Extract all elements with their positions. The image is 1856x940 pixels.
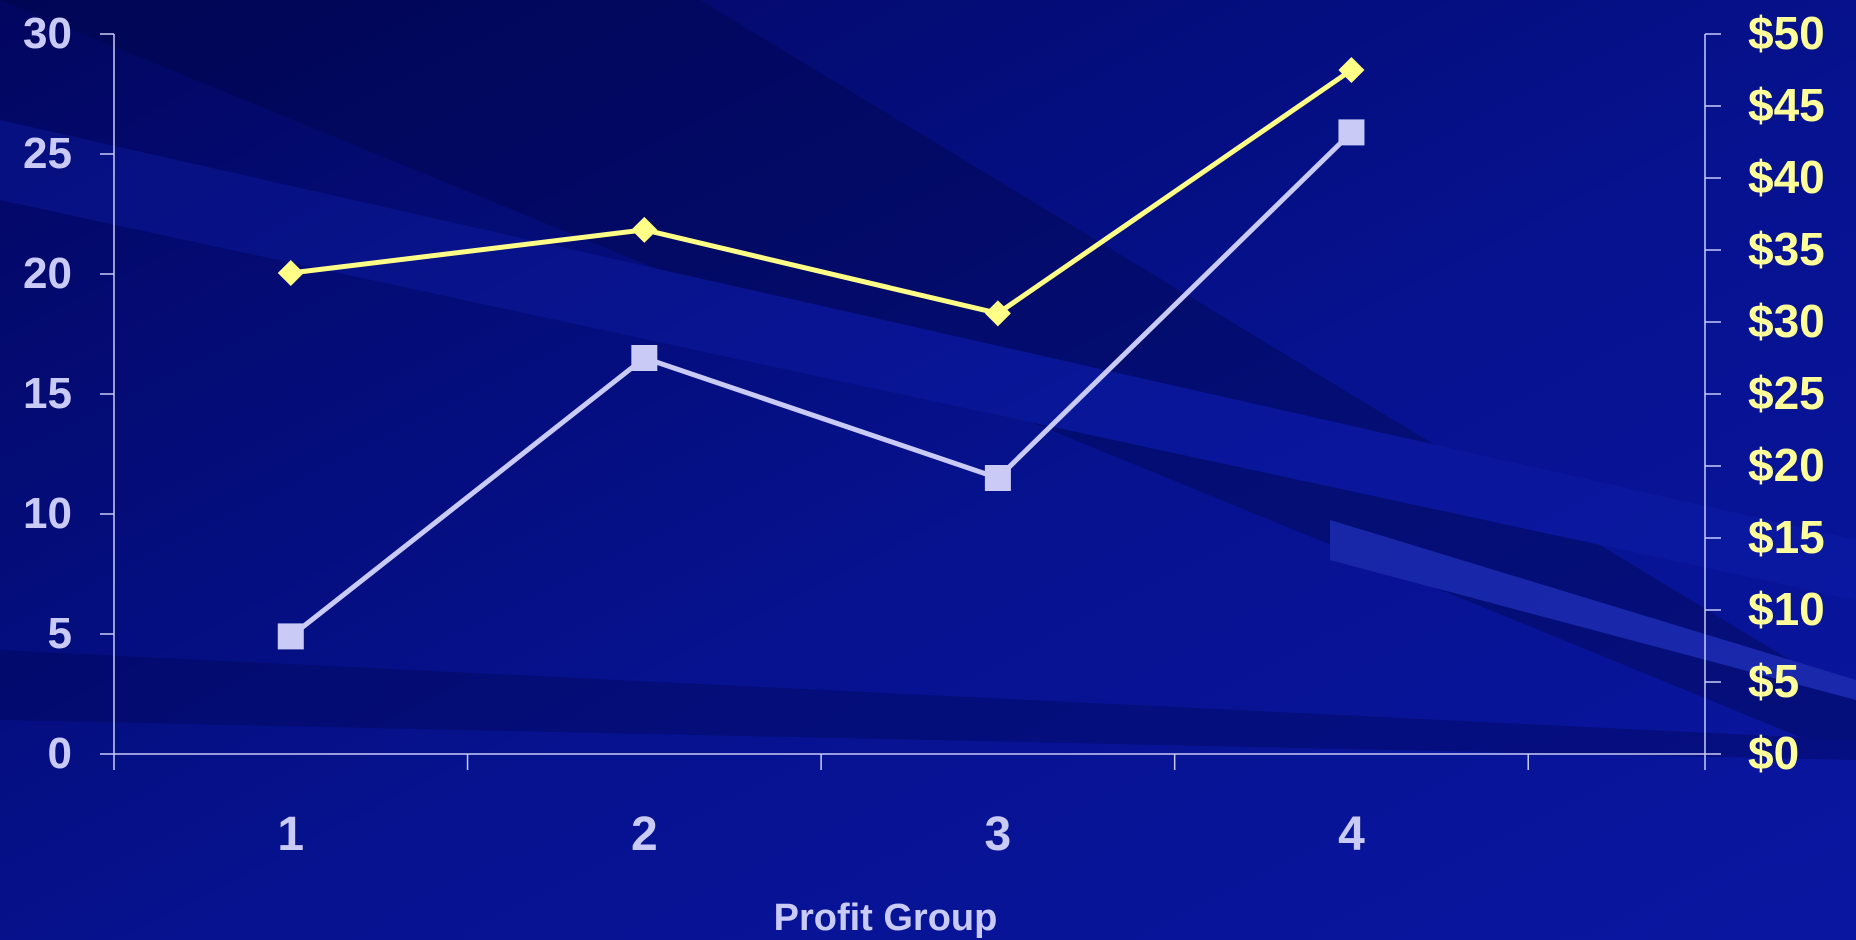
y-right-tick-label: $0 (1748, 727, 1799, 779)
y-left-tick-label: 5 (48, 609, 72, 658)
y-right-tick-label: $30 (1748, 295, 1825, 347)
x-tick-label: 1 (277, 808, 304, 861)
y-right-tick-label: $15 (1748, 511, 1825, 563)
x-tick-label: 4 (1338, 808, 1365, 861)
y-right-tick-label: $20 (1748, 439, 1825, 491)
series-line-1 (289, 130, 1354, 639)
series-1-point (984, 465, 1011, 491)
y-left-tick-label: 20 (23, 249, 72, 298)
y-left-tick-label: 15 (23, 369, 72, 418)
y-right-tick-label: $25 (1748, 367, 1825, 419)
x-tick-label: 2 (631, 808, 658, 861)
y-right-tick-label: $10 (1748, 583, 1825, 635)
x-tick-label: 3 (985, 808, 1012, 861)
series-1-point (277, 623, 304, 650)
y-left-tick-label: 10 (23, 489, 72, 538)
series-2-point (984, 300, 1011, 327)
series-2-point (277, 260, 304, 287)
series-line-2 (290, 67, 1353, 316)
y-left-tick-label: 0 (48, 729, 72, 778)
series-1-point (631, 345, 658, 371)
y-left-tick-label: 30 (23, 9, 72, 58)
y-right-tick-label: $35 (1748, 223, 1825, 275)
y-right-tick-label: $40 (1748, 151, 1825, 203)
y-right-tick-label: $5 (1748, 655, 1799, 707)
x-axis-title: Profit Group (774, 897, 998, 939)
y-left-tick-label: 25 (23, 129, 72, 178)
background-rays (0, 0, 1856, 760)
y-right-tick-label: $45 (1748, 79, 1825, 131)
y-right-tick-label: $50 (1748, 7, 1825, 59)
series-2-point (1338, 57, 1365, 83)
series-1-point (1338, 119, 1365, 146)
series-2-point (631, 216, 658, 243)
